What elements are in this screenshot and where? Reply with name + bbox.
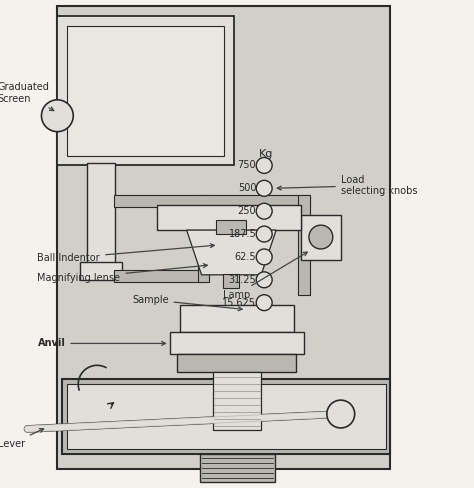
Text: Load
selecting knobs: Load selecting knobs <box>277 175 417 196</box>
Circle shape <box>41 100 73 132</box>
Bar <box>301 215 341 260</box>
Text: 62.5: 62.5 <box>235 252 256 262</box>
Bar <box>57 6 391 469</box>
Circle shape <box>256 249 272 265</box>
Bar <box>67 384 385 449</box>
Text: 31.25: 31.25 <box>228 275 256 285</box>
Bar <box>298 195 310 295</box>
Bar <box>80 262 122 280</box>
Circle shape <box>327 400 355 428</box>
Bar <box>67 26 224 156</box>
Text: Anvil: Anvil <box>37 339 165 348</box>
Text: Graduated
Screen: Graduated Screen <box>0 82 54 111</box>
Circle shape <box>256 295 272 311</box>
Text: Magnifying lense: Magnifying lense <box>37 264 207 283</box>
Circle shape <box>309 225 333 249</box>
Polygon shape <box>187 230 276 275</box>
Bar <box>200 454 275 482</box>
Circle shape <box>256 203 272 219</box>
Circle shape <box>256 272 272 288</box>
Bar <box>62 379 391 454</box>
Bar <box>114 195 310 207</box>
Bar <box>170 332 304 354</box>
Bar <box>114 270 203 282</box>
Text: Lamp: Lamp <box>223 252 307 300</box>
Text: Kg: Kg <box>259 148 273 159</box>
Bar <box>223 274 239 288</box>
Text: 750: 750 <box>237 161 256 170</box>
Bar <box>57 16 234 165</box>
Text: Sample: Sample <box>132 295 242 311</box>
Text: Ball Indentor: Ball Indentor <box>37 244 214 263</box>
Text: 187.5: 187.5 <box>228 229 256 239</box>
Bar <box>157 205 301 230</box>
Bar <box>180 305 294 332</box>
Circle shape <box>256 158 272 173</box>
Text: 15.625: 15.625 <box>222 298 256 307</box>
Bar <box>213 372 261 430</box>
Text: 250: 250 <box>237 206 256 216</box>
Circle shape <box>256 226 272 242</box>
Text: 500: 500 <box>238 183 256 193</box>
Bar <box>217 220 246 234</box>
Bar <box>198 195 210 282</box>
Text: Lever: Lever <box>0 428 44 449</box>
Circle shape <box>256 181 272 196</box>
Bar <box>87 163 115 268</box>
Bar <box>177 354 296 372</box>
